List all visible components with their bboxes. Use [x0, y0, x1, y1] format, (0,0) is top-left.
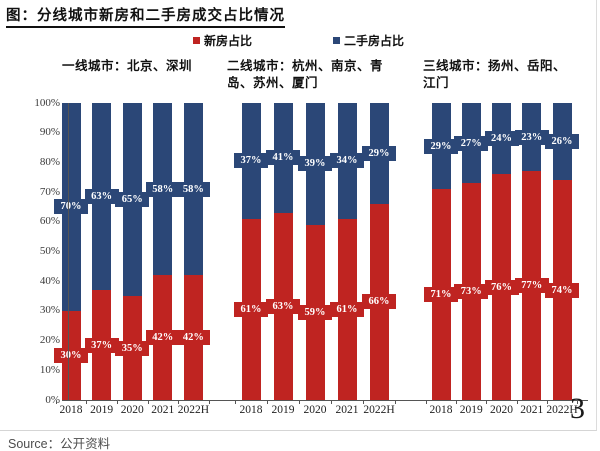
- secondhand-value-label: 29%: [362, 145, 396, 161]
- x-axis-tick: [116, 401, 118, 404]
- x-axis-tick-label: 2020: [303, 404, 327, 416]
- new-home-value-label: 35%: [115, 340, 150, 356]
- x-axis-tick: [546, 401, 548, 404]
- secondhand-value-label: 37%: [234, 153, 268, 169]
- x-axis-tick: [235, 401, 236, 404]
- x-axis-tick: [577, 401, 579, 404]
- new-home-value-label: 63%: [266, 298, 300, 314]
- y-axis-tick-label: 70%: [39, 185, 60, 198]
- group-label-tier1: 一线城市：北京、深圳: [62, 59, 193, 73]
- secondhand-value-label: 34%: [330, 153, 364, 169]
- chart-title: 图：分线城市新房和二手房成交占比情况: [6, 4, 285, 28]
- secondhand-value-label: 26%: [545, 134, 579, 150]
- y-axis-tick-label: 20%: [39, 334, 60, 347]
- new-home-value-label: 77%: [514, 278, 549, 294]
- new-home-value-label: 59%: [298, 304, 332, 320]
- legend-item-new-home: 新房占比: [193, 32, 252, 49]
- group-label-tier2: 二线城市：杭州、南京、青岛、苏州、厦门: [227, 59, 384, 90]
- y-axis-tick-label: 90%: [39, 126, 60, 139]
- x-axis-tick: [395, 401, 396, 404]
- x-axis-tick: [147, 401, 149, 404]
- x-axis-tick: [178, 401, 180, 404]
- new-home-value-label: 73%: [454, 284, 489, 300]
- x-axis-tick-label: 2022H: [363, 404, 395, 416]
- legend-item-secondhand: 二手房占比: [333, 32, 404, 49]
- group-label-tier3: 三线城市：扬州、岳阳、江门: [423, 59, 567, 90]
- x-axis-tick-label: 2019: [90, 404, 114, 416]
- secondhand-value-label: 41%: [266, 150, 300, 166]
- new-home-value-label: 71%: [424, 287, 458, 303]
- x-axis-tick-label: 2022H: [177, 404, 210, 416]
- x-axis-tick-label: 2021: [151, 404, 175, 416]
- x-axis-tick: [456, 401, 458, 404]
- x-axis-tick-label: 2021: [520, 404, 544, 416]
- secondhand-value-label: 70%: [54, 199, 88, 215]
- x-axis-tick-label: 2019: [271, 404, 295, 416]
- y-axis-tick-label: 30%: [39, 304, 60, 317]
- x-axis-tick: [331, 401, 332, 404]
- page-number: 3: [570, 392, 585, 425]
- x-axis-tick: [486, 401, 488, 404]
- new-home-value-label: 74%: [545, 282, 579, 298]
- secondhand-value-label: 65%: [115, 192, 150, 208]
- new-home-value-label: 42%: [145, 330, 180, 346]
- x-axis-tick-label: 2021: [335, 404, 359, 416]
- new-home-legend-swatch-icon: [193, 37, 200, 44]
- x-axis-tick-label: 2022H: [546, 404, 578, 416]
- x-axis-tick-label: 2018: [429, 404, 453, 416]
- y-axis-tick-label: 60%: [39, 215, 60, 228]
- x-axis-tick-label: 2020: [120, 404, 144, 416]
- x-axis-tick-label: 2018: [239, 404, 263, 416]
- secondhand-value-label: 23%: [514, 129, 549, 145]
- y-axis-tick-label: 100%: [34, 96, 60, 109]
- x-axis-line: [62, 400, 588, 401]
- y-axis-tick-label: 80%: [39, 155, 60, 168]
- new-home-value-label: 61%: [330, 301, 364, 317]
- secondhand-value-label: 58%: [176, 181, 211, 197]
- x-axis-tick: [516, 401, 518, 404]
- secondhand-value-label: 29%: [424, 138, 458, 154]
- secondhand-value-label: 24%: [484, 131, 519, 147]
- x-axis-tick-label: 2020: [490, 404, 513, 416]
- x-axis-tick-label: 2019: [459, 404, 483, 416]
- x-axis-tick: [363, 401, 364, 404]
- new-home-value-label: 30%: [54, 347, 88, 363]
- new-home-value-label: 37%: [84, 337, 119, 353]
- x-axis-tick: [425, 401, 427, 404]
- new-home-value-label: 66%: [362, 294, 396, 310]
- legend-label-secondhand: 二手房占比: [344, 34, 405, 48]
- new-home-value-label: 76%: [484, 279, 519, 295]
- new-home-value-label: 42%: [176, 330, 211, 346]
- x-axis-tick: [86, 401, 88, 404]
- y-axis-tick-label: 50%: [39, 245, 60, 257]
- new-home-value-label: 61%: [234, 301, 268, 317]
- x-axis-tick: [208, 401, 210, 404]
- x-axis-tick: [299, 401, 300, 404]
- secondhand-value-label: 63%: [84, 189, 119, 205]
- legend-label-new-home: 新房占比: [204, 34, 253, 48]
- secondhand-legend-swatch-icon: [333, 37, 340, 44]
- y-axis-tick-label: 10%: [39, 363, 60, 376]
- x-axis-tick-label: 2018: [59, 404, 83, 416]
- source-note: Source：公开资料: [8, 437, 111, 451]
- secondhand-value-label: 27%: [454, 135, 489, 151]
- y-axis-line: [68, 103, 69, 400]
- secondhand-value-label: 39%: [298, 156, 332, 172]
- secondhand-value-label: 58%: [145, 181, 180, 197]
- x-axis-tick: [55, 401, 57, 404]
- x-axis-tick: [267, 401, 268, 404]
- y-axis-tick-label: 40%: [39, 274, 60, 287]
